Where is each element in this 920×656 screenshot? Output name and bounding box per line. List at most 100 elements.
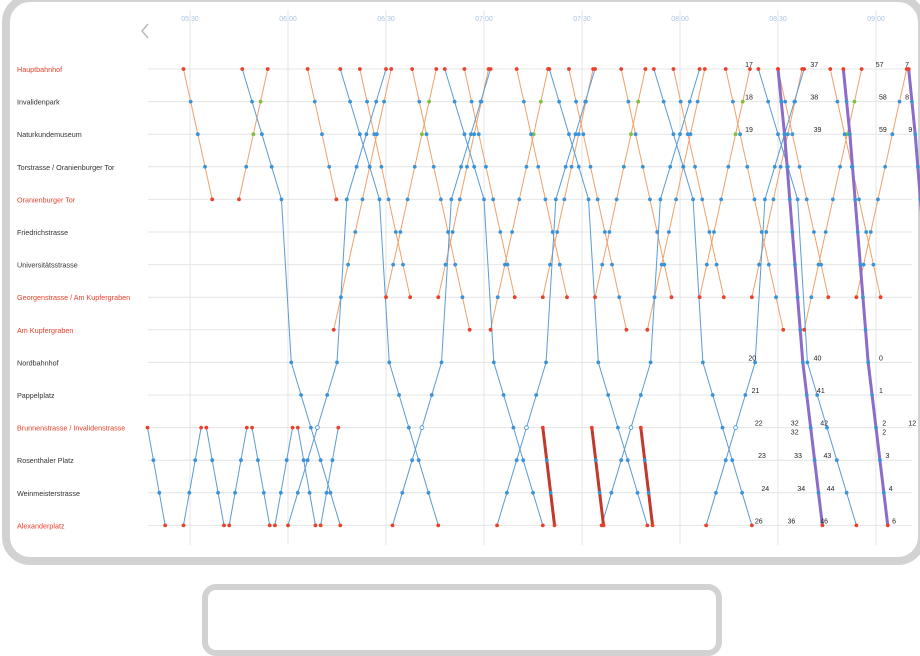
stop-dot <box>462 67 467 71</box>
stop-dot <box>662 262 667 267</box>
stop-dot <box>915 164 920 169</box>
stop-dot <box>636 99 641 104</box>
stop-dot <box>790 132 795 137</box>
stop-dot <box>707 230 712 234</box>
stop-dot <box>576 132 581 137</box>
stop-dot <box>521 458 526 463</box>
stop-dot <box>250 99 254 104</box>
trip-number-label: 18 <box>745 95 753 102</box>
stop-dot <box>797 164 802 169</box>
station-label: Rosenthaler Platz <box>17 456 74 465</box>
stop-dot <box>237 197 241 202</box>
trip-line <box>829 68 882 298</box>
stop-dot <box>695 99 700 104</box>
stop-dot <box>648 360 653 365</box>
stop-dot <box>531 132 536 137</box>
stop-dot <box>308 425 313 430</box>
stop-dot <box>439 360 444 365</box>
stop-dot <box>364 132 369 137</box>
stop-dot <box>279 197 284 202</box>
highlighted-trip <box>639 426 655 527</box>
station-label: Universitätsstrasse <box>17 261 78 270</box>
stop-dot <box>740 490 744 495</box>
back-button[interactable] <box>136 22 154 40</box>
trip-number-label: 17 <box>745 62 753 69</box>
stop-dot <box>624 327 629 332</box>
stop-dot <box>740 99 745 104</box>
stop-dot <box>731 99 735 104</box>
stop-dot <box>710 393 715 397</box>
stop-dot <box>469 132 473 137</box>
trip-number-label: 33 <box>794 453 802 460</box>
stop-dot <box>771 197 776 202</box>
time-tick-label: 06:30 <box>377 16 395 23</box>
trip-number-label: 40 <box>814 355 822 362</box>
stop-dot <box>547 67 552 71</box>
stop-dot <box>374 132 379 137</box>
trip-number-label: 2 <box>882 421 886 428</box>
stop-dot <box>538 99 543 104</box>
stop-dot <box>642 458 647 463</box>
trip-number-label: 8 <box>905 95 909 102</box>
trip-number-label: 26 <box>755 518 763 525</box>
stop-dot <box>573 132 578 137</box>
stop-dot <box>233 490 237 495</box>
stop-dot <box>557 262 562 267</box>
trip-number-label: 41 <box>817 388 825 395</box>
stop-dot <box>387 360 392 365</box>
stop-dot <box>790 230 795 234</box>
stop-dot <box>826 295 831 300</box>
trip-number-label: 46 <box>820 518 828 525</box>
stop-dot <box>678 132 682 137</box>
stop-dot <box>216 490 220 495</box>
stop-dot <box>145 425 150 430</box>
stop-dot <box>338 67 343 71</box>
stop-dot <box>505 262 510 267</box>
stop-dot <box>465 164 469 169</box>
stop-dot <box>543 197 548 202</box>
chevron-left-icon <box>141 23 149 39</box>
stop-dot <box>815 393 820 397</box>
stop-dot <box>469 99 474 104</box>
stop-dot <box>772 164 777 169</box>
stop-dot <box>365 99 369 104</box>
stop-dot <box>210 458 215 463</box>
stop-dot <box>514 67 519 71</box>
stop-dot <box>857 197 861 202</box>
stop-dot <box>450 230 455 234</box>
stop-dot <box>335 360 339 365</box>
timetable-chart: Hauptbahnhof Invalidenpark Naturkundemuseu… <box>17 10 920 545</box>
stop-dot <box>785 132 790 137</box>
stop-dot <box>204 425 209 430</box>
stop-dot <box>652 295 657 300</box>
stop-dot <box>804 197 809 202</box>
stop-dot <box>625 458 630 463</box>
stop-dot <box>540 425 545 430</box>
stop-dot <box>372 132 377 137</box>
trip-number-label: 39 <box>814 127 822 134</box>
stop-dot <box>635 490 640 495</box>
stop-dot <box>842 132 847 137</box>
stop-dot <box>491 197 496 202</box>
trip-number-label: 7 <box>905 62 909 69</box>
stop-dot <box>671 132 676 137</box>
station-label: Brunnenstrasse / Invalidenstrasse <box>17 424 125 433</box>
time-tick-label: 07:30 <box>573 16 591 23</box>
stop-dot <box>723 458 728 463</box>
trip-number-label: 22 <box>755 421 763 428</box>
stop-dot <box>534 393 539 397</box>
stop-dot <box>511 425 516 430</box>
stop-dot <box>681 164 686 169</box>
trip-line <box>359 68 411 298</box>
stop-dot <box>897 99 902 104</box>
stop-dot <box>374 99 379 104</box>
stop-dot <box>339 295 343 300</box>
stop-dot <box>426 490 431 495</box>
stop-dot <box>390 523 395 528</box>
stop-dot <box>745 164 750 169</box>
stop-dot <box>766 262 771 267</box>
stop-dot <box>416 458 421 463</box>
trip-number-label: 59 <box>879 127 887 134</box>
stop-dot <box>749 523 754 528</box>
stop-dot <box>723 67 728 71</box>
